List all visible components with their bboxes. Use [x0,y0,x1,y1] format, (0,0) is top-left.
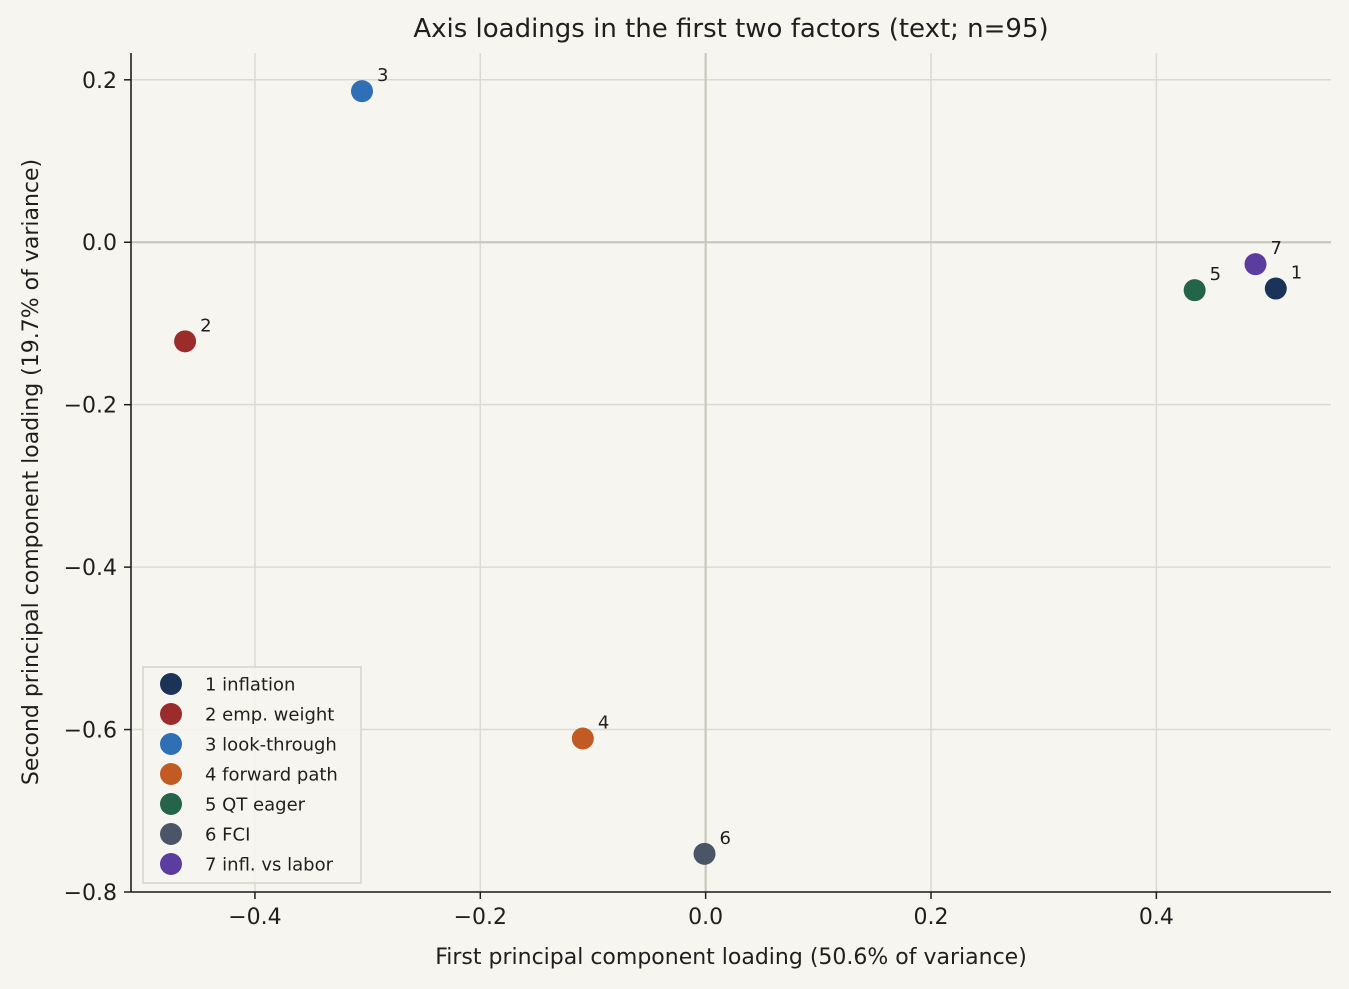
data-point-5 [1183,279,1206,302]
point-label-7: 7 [1271,238,1282,259]
legend-marker-7 [160,853,182,875]
y-tick-label: −0.4 [64,556,117,581]
data-point-2 [174,330,197,353]
y-tick-label: 0.2 [82,69,117,94]
legend-label-4: 4 forward path [205,765,338,786]
x-tick-label: 0.4 [1139,905,1174,930]
x-tick-label: 0.2 [914,905,949,930]
y-tick-label: −0.8 [64,881,117,906]
point-label-1: 1 [1291,263,1302,284]
reference-lines [131,53,1331,892]
point-label-2: 2 [200,315,211,336]
legend-marker-4 [160,763,182,785]
chart-title: Axis loadings in the first two factors (… [413,14,1048,44]
point-labels: 1 2 3 4 5 6 7 [200,65,1302,849]
legend-items: 1 inflation 2 emp. weight 3 look-through 4 … [160,673,338,876]
legend-label-7: 7 infl. vs labor [205,855,334,876]
legend-label-6: 6 FCI [205,825,250,846]
point-label-6: 6 [720,828,731,849]
point-label-3: 3 [377,65,388,86]
legend-label-2: 2 emp. weight [205,705,334,726]
data-point-4 [571,727,594,750]
legend-marker-2 [160,703,182,725]
data-point-7 [1244,253,1267,276]
x-tick-label: 0.0 [688,905,723,930]
legend-label-5: 5 QT eager [205,795,306,816]
data-point-3 [350,80,373,103]
legend-marker-3 [160,733,182,755]
legend-label-1: 1 inflation [205,675,295,696]
x-tick-label: −0.4 [228,905,281,930]
y-tick-label: −0.6 [64,719,117,744]
x-tick-label: −0.2 [454,905,507,930]
y-axis-label: Second principal component loading (19.7… [19,159,44,785]
data-point-1 [1264,277,1287,300]
legend: 1 inflation 2 emp. weight 3 look-through 4 … [142,666,362,884]
x-axis-ticks: −0.4 −0.2 0.0 0.2 0.4 [228,892,1174,930]
x-axis-label: First principal component loading (50.6%… [435,945,1027,970]
y-tick-label: 0.0 [82,231,117,256]
point-label-5: 5 [1210,264,1221,285]
legend-marker-1 [160,673,182,695]
data-point-6 [693,842,716,865]
legend-label-3: 3 look-through [205,735,337,756]
y-tick-label: −0.2 [64,394,117,419]
data-points [174,80,1287,865]
legend-marker-6 [160,823,182,845]
legend-marker-5 [160,793,182,815]
point-label-4: 4 [598,712,609,733]
axes [130,53,1331,893]
y-axis-ticks: 0.2 0.0 −0.2 −0.4 −0.6 −0.8 [64,69,131,906]
